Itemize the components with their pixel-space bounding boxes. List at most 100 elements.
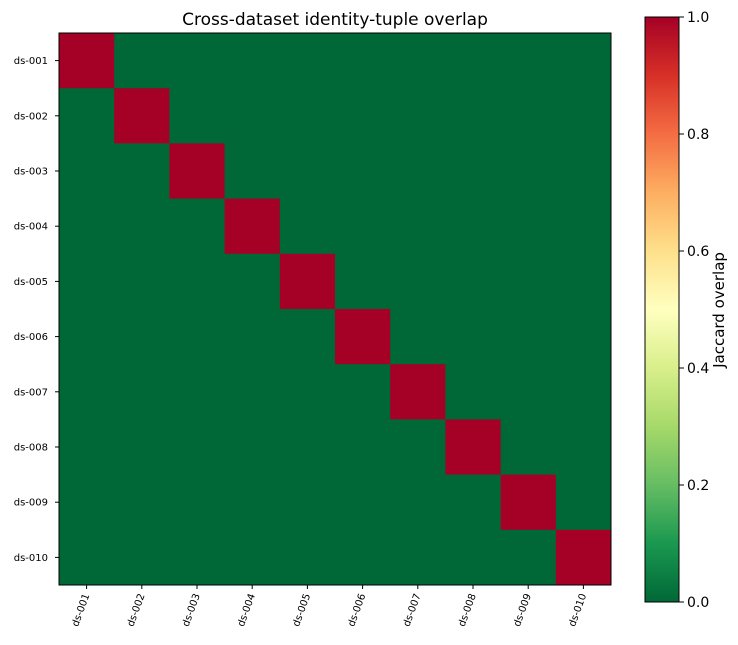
heatmap-cell — [169, 88, 226, 144]
column-tick-label: ds-004 — [236, 592, 258, 628]
heatmap-cell — [59, 529, 115, 586]
heatmap-cell — [114, 33, 170, 89]
heatmap-cell — [59, 88, 115, 144]
column-tick-label: ds-010 — [567, 592, 589, 628]
heatmap-cell — [169, 529, 226, 586]
heatmap-cell — [224, 529, 281, 586]
column-tick-label: ds-006 — [346, 592, 368, 628]
colorbar-tick-label: 0.2 — [687, 478, 709, 494]
row-tick-label: ds-004 — [14, 222, 48, 233]
heatmap-cell — [500, 419, 557, 476]
column-tick-label: ds-009 — [512, 592, 534, 628]
colorbar-tick-label: 1.0 — [687, 10, 709, 26]
heatmap-cell — [445, 309, 502, 365]
heatmap-cell — [59, 309, 115, 365]
row-tick-label: ds-005 — [14, 277, 48, 288]
heatmap-cell — [335, 309, 391, 365]
heatmap-cell — [224, 309, 281, 365]
heatmap-cell — [114, 364, 170, 420]
heatmap-cell — [169, 474, 226, 531]
heatmap-cell — [59, 364, 115, 420]
row-tick-label: ds-009 — [14, 498, 48, 509]
column-tick-label: ds-005 — [291, 592, 313, 628]
heatmap-cell — [59, 253, 115, 310]
heatmap-cell — [390, 419, 446, 476]
heatmap-cell — [224, 88, 281, 144]
heatmap-cell — [114, 419, 170, 476]
heatmap-cell — [169, 253, 226, 310]
colorbar-label: Jaccard overlap — [710, 252, 728, 369]
heatmap-cell — [169, 198, 226, 255]
row-tick-label: ds-003 — [14, 167, 48, 178]
row-tick-label: ds-002 — [14, 111, 48, 122]
heatmap-cell — [500, 253, 557, 310]
heatmap-cell — [335, 143, 391, 200]
heatmap-cell — [335, 364, 391, 420]
heatmap-cell — [390, 88, 446, 144]
heatmap-cell — [390, 364, 446, 420]
row-tick-label: ds-001 — [14, 56, 48, 67]
heatmap-cell — [169, 143, 226, 200]
heatmap-cell — [555, 33, 612, 89]
chart-title: Cross-dataset identity-tuple overlap — [182, 10, 488, 30]
heatmap-cell — [390, 198, 446, 255]
column-tick-labels: ds-001 ds-002 ds-003 ds-004 ds-005 ds-006 ds-0… — [70, 585, 589, 628]
heatmap-cell — [500, 529, 557, 586]
colorbar-tick-label: 0.0 — [687, 595, 709, 611]
heatmap-cell — [555, 419, 612, 476]
colorbar-tick-label: 0.4 — [687, 361, 709, 377]
column-tick-label: ds-002 — [126, 592, 148, 628]
heatmap-cell — [555, 529, 612, 586]
heatmap-cell — [555, 198, 612, 255]
heatmap-cell — [445, 88, 502, 144]
heatmap-cell — [335, 88, 391, 144]
plot-frame — [58, 32, 612, 586]
colorbar-gradient — [644, 16, 680, 603]
heatmap-cell — [114, 198, 170, 255]
heatmap-cell — [390, 309, 446, 365]
column-tick-label: ds-008 — [457, 592, 479, 628]
heatmap-cell — [555, 309, 612, 365]
heatmap-cell — [279, 88, 336, 144]
heatmap-cell — [445, 364, 502, 420]
heatmap-cell — [500, 88, 557, 144]
heatmap-cell — [445, 529, 502, 586]
heatmap-cell — [390, 474, 446, 531]
colorbar-ticks: 0.0 0.2 0.4 0.6 0.8 1.0 — [679, 10, 709, 611]
heatmap-cell — [555, 253, 612, 310]
heatmap-cell — [445, 198, 502, 255]
heatmap-cell — [224, 198, 281, 255]
colorbar-tick-label: 0.6 — [687, 244, 709, 260]
heatmap-cell — [279, 33, 336, 89]
heatmap-cell — [279, 309, 336, 365]
heatmap-cell — [445, 33, 502, 89]
colorbar: 0.0 0.2 0.4 0.6 0.8 1.0 Jaccard overlap — [644, 10, 728, 611]
heatmap-cell — [59, 419, 115, 476]
heatmap-cell — [169, 33, 226, 89]
heatmap-cell — [114, 143, 170, 200]
heatmap-cell — [59, 33, 115, 89]
heatmap-cell — [500, 198, 557, 255]
heatmap-cell — [500, 474, 557, 531]
heatmap-cell — [169, 419, 226, 476]
heatmap-cell — [445, 143, 502, 200]
heatmap-cell — [390, 33, 446, 89]
heatmap-cell — [445, 419, 502, 476]
column-tick-label: ds-003 — [181, 592, 203, 628]
heatmap-cell — [445, 474, 502, 531]
row-tick-labels: ds-001 ds-002 ds-003 ds-004 ds-005 ds-006 ds-0… — [14, 56, 59, 564]
colorbar-tick-label: 0.8 — [687, 127, 709, 143]
column-tick-label: ds-007 — [402, 592, 424, 628]
heatmap-cell — [114, 88, 170, 144]
heatmap-cell — [59, 474, 115, 531]
heatmap-cell — [500, 33, 557, 89]
heatmap-cell — [169, 309, 226, 365]
heatmap-cell — [59, 198, 115, 255]
heatmap-cell — [224, 143, 281, 200]
heatmap-cell — [59, 143, 115, 200]
row-tick-label: ds-010 — [14, 553, 48, 564]
heatmap-cell — [279, 364, 336, 420]
heatmap-cell — [114, 529, 170, 586]
heatmap-cell — [169, 364, 226, 420]
heatmap-cell — [500, 309, 557, 365]
